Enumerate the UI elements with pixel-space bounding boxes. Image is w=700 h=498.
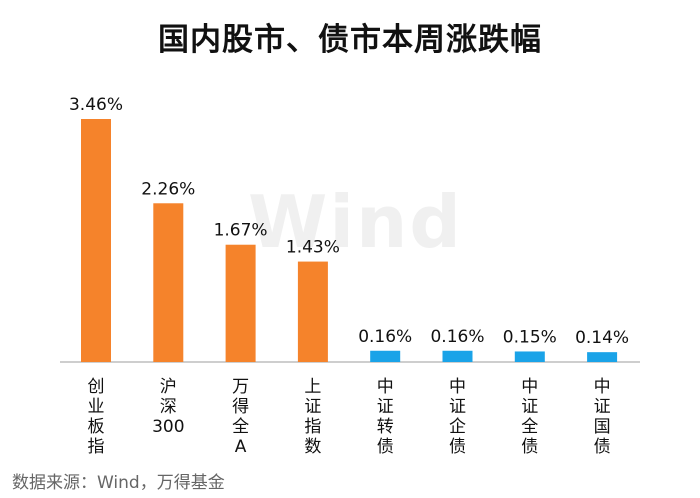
bar-2 [153, 203, 184, 362]
value-label-8: 0.14% [575, 328, 629, 348]
value-label-4: 1.43% [286, 238, 340, 258]
category-label-1: 创业板指 [88, 377, 105, 457]
chart-title: 国内股市、债市本周涨跌幅 [158, 22, 542, 58]
category-label-6: 中证企债 [449, 377, 466, 457]
value-label-7: 0.15% [503, 327, 557, 347]
bar-5 [370, 350, 401, 362]
data-source-note: 数据来源：Wind，万得基金 [12, 473, 225, 493]
value-label-2: 2.26% [141, 179, 195, 199]
bar-6 [442, 350, 473, 362]
bar-4 [297, 261, 328, 362]
value-label-1: 3.46% [69, 95, 123, 115]
category-label-8: 中证国债 [594, 377, 611, 457]
wind-watermark: Wind [248, 180, 463, 264]
category-label-2: 沪深 300 [152, 377, 184, 437]
value-label-6: 0.16% [430, 327, 484, 347]
bar-1 [81, 119, 111, 362]
value-label-3: 1.67% [214, 221, 268, 241]
bar-7 [514, 351, 545, 362]
category-label-5: 中证转债 [377, 377, 394, 457]
bar-3 [225, 244, 256, 362]
category-label-4: 上证指数 [304, 377, 321, 457]
category-label-7: 中证全债 [521, 377, 538, 457]
category-label-3: 万得全 A [232, 377, 249, 457]
bar-8 [587, 352, 618, 362]
value-label-5: 0.16% [358, 327, 412, 347]
